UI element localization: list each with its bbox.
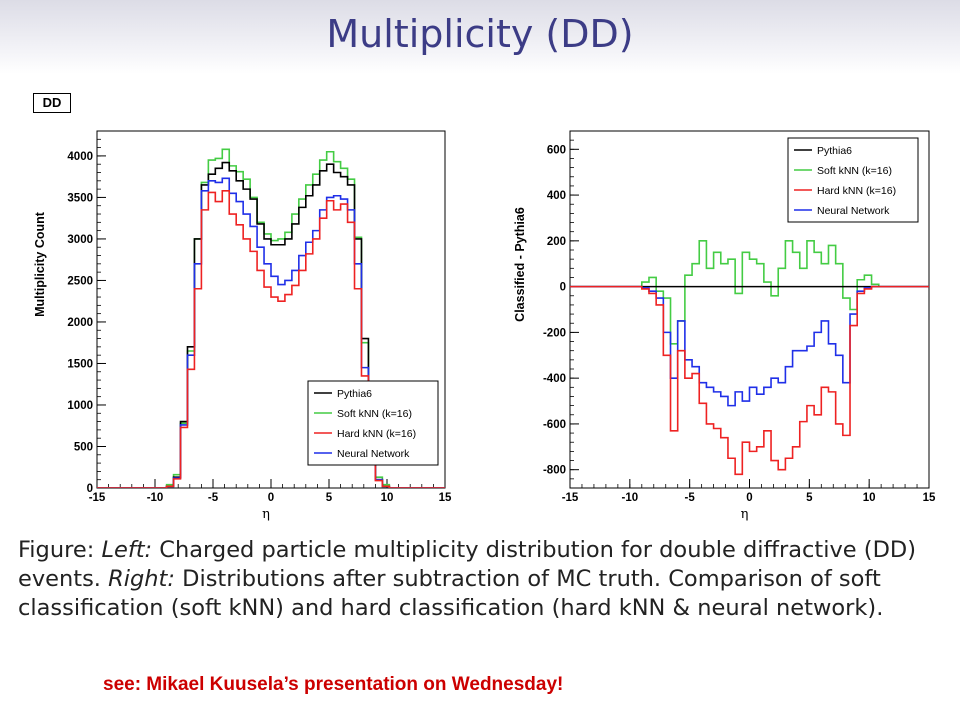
- legend-entry: Soft kNN (k=16): [337, 408, 412, 420]
- multiplicity-chart: 0 500 1000 1500 2000 2500 3000 3500 4000 -15 -10 -5…: [33, 130, 452, 522]
- caption-right-text: Distributions after subtraction of MC tr…: [18, 566, 884, 621]
- legend: Pythia6 Soft kNN (k=16) Hard kNN (k=16) Neu…: [307, 380, 439, 466]
- y-tick-label: 3500: [67, 192, 93, 204]
- difference-chart: -800 -600 -400 -200 0 200 400 600 -15 -10 -5 0 5 10 15…: [513, 130, 936, 522]
- y-tick-label: 600: [547, 144, 566, 156]
- y-tick-label: 0: [87, 483, 93, 495]
- legend-box: [787, 137, 919, 223]
- x-tick-label: 10: [381, 492, 394, 504]
- x-tick-label: 10: [863, 492, 876, 504]
- legend-entry: Hard kNN (k=16): [817, 185, 896, 197]
- title-band: [0, 0, 960, 74]
- x-tick-label: -10: [147, 492, 164, 504]
- legend-entry: Neural Network: [337, 448, 410, 460]
- histogram-series-hard-knn-k-16: [570, 285, 929, 476]
- y-tick-label: -800: [543, 465, 566, 477]
- y-tick-label: 4000: [67, 151, 93, 163]
- histogram-series-soft-knn-k-16: [570, 240, 929, 345]
- y-tick-label: 3000: [67, 234, 93, 246]
- caption-figure-word: Figure:: [18, 537, 95, 563]
- x-tick-label: -15: [89, 492, 106, 504]
- caption-right-word: Right:: [108, 566, 175, 592]
- x-tick-label: -5: [685, 492, 696, 504]
- y-tick-label: -400: [543, 373, 566, 385]
- figure-caption: Figure: Left: Charged particle multiplic…: [18, 536, 948, 623]
- x-tick-label: 5: [806, 492, 813, 504]
- legend-entry: Soft kNN (k=16): [817, 165, 892, 177]
- y-tick-label: -200: [543, 327, 566, 339]
- x-tick-label: -10: [622, 492, 639, 504]
- legend-entry: Hard kNN (k=16): [337, 428, 416, 440]
- x-tick-label: 0: [746, 492, 752, 504]
- x-tick-label: 15: [923, 492, 936, 504]
- x-tick-label: -15: [562, 492, 579, 504]
- y-axis-label: Multiplicity Count: [33, 211, 47, 317]
- legend: Pythia6 Soft kNN (k=16) Hard kNN (k=16) Neu…: [787, 137, 919, 223]
- caption-left-word: Left:: [101, 537, 153, 563]
- y-tick-label: 2500: [67, 275, 93, 287]
- legend-entry: Pythia6: [337, 388, 372, 400]
- legend-box: [307, 380, 439, 466]
- x-tick-label: 15: [439, 492, 452, 504]
- y-tick-label: 1000: [67, 400, 93, 412]
- y-tick-label: 2000: [67, 317, 93, 329]
- caption-left-text: Charged particle multiplicity distributi…: [18, 537, 917, 592]
- slide-title: Multiplicity (DD): [326, 12, 634, 56]
- dd-tag: DD: [33, 93, 71, 113]
- x-tick-label: 0: [268, 492, 274, 504]
- x-axis-label: η: [741, 507, 749, 522]
- y-tick-label: -600: [543, 419, 566, 431]
- legend-entry: Pythia6: [817, 145, 852, 157]
- x-tick-label: 5: [326, 492, 333, 504]
- y-tick-label: 1500: [67, 358, 93, 370]
- y-axis-label: Classified - Pythia6: [513, 207, 527, 322]
- y-tick-label: 200: [547, 236, 566, 248]
- y-tick-label: 400: [547, 190, 566, 202]
- x-axis-label: η: [262, 507, 270, 522]
- y-tick-label: 0: [560, 282, 566, 294]
- y-tick-label: 500: [74, 441, 93, 453]
- x-tick-label: -5: [208, 492, 219, 504]
- histogram-series-neural-network: [570, 285, 929, 407]
- presentation-note: see: Mikael Kuusela’s presentation on We…: [103, 674, 564, 695]
- legend-entry: Neural Network: [817, 205, 890, 217]
